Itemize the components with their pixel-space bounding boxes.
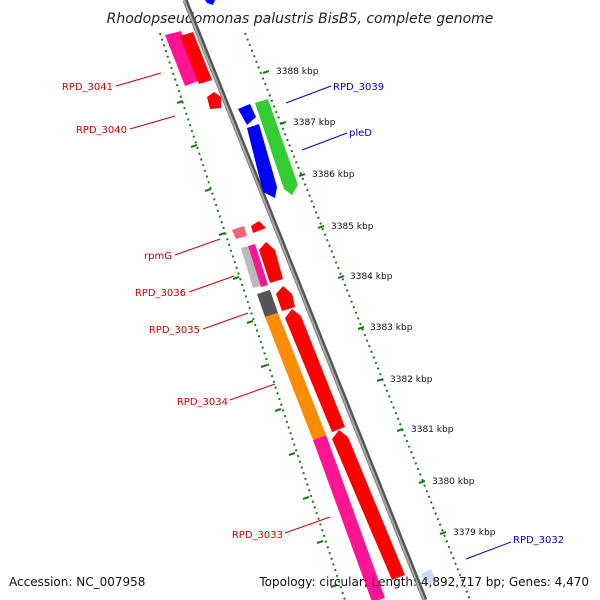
accession-text: Accession: NC_007958 <box>9 575 145 589</box>
tick-label: 3387 kbp <box>293 118 336 128</box>
gene-rpd3041-red[interactable] <box>180 32 212 84</box>
inner-tick <box>218 232 226 236</box>
gene-top-clipped[interactable] <box>205 0 215 5</box>
label-rpd3039: RPD_3039 <box>333 82 384 93</box>
backbone <box>182 0 428 600</box>
inner-tick <box>302 496 310 500</box>
leader-rpd3032 <box>465 541 512 560</box>
label-pled: pleD <box>349 128 372 139</box>
label-rpd3035: RPD_3035 <box>149 325 200 336</box>
inner-tick <box>176 100 184 104</box>
tick-label: 3379 kbp <box>453 528 496 538</box>
gene-rpd3034-red[interactable] <box>285 309 345 432</box>
tick-label: 3388 kbp <box>276 67 319 77</box>
gene-rpd3036-gray[interactable] <box>241 246 261 288</box>
inner-tick <box>330 584 338 588</box>
leader-rpd3036 <box>188 275 235 293</box>
gene-rpmg-red[interactable] <box>251 221 266 233</box>
kbp-tick <box>337 275 345 279</box>
leader-rpd3041 <box>115 72 162 87</box>
kbp-tick <box>357 326 365 330</box>
gene-rpd3041[interactable] <box>165 31 201 86</box>
inner-tick <box>288 452 296 456</box>
inner-ticks <box>176 100 338 588</box>
topology-text: Topology: circular; Length: 4,892,717 bp… <box>258 575 589 589</box>
kbp-tick <box>298 173 306 177</box>
tick-label: 3385 kbp <box>331 222 374 232</box>
gene-rpd3033-red[interactable] <box>332 430 405 580</box>
reverse-strand-genes <box>165 31 405 600</box>
gene-rpd3032[interactable] <box>421 569 436 586</box>
label-rpd3033: RPD_3033 <box>232 530 283 541</box>
kbp-tick <box>396 428 404 432</box>
leader-rpd3040 <box>129 115 176 130</box>
outer-ticks <box>262 70 447 535</box>
tick-label: 3383 kbp <box>370 323 413 333</box>
kbp-tick <box>279 121 287 125</box>
gene-rpd3033[interactable] <box>313 435 385 600</box>
inner-tick <box>232 276 240 280</box>
tick-label: 3386 kbp <box>312 170 355 180</box>
gene-rpd3036-red[interactable] <box>259 242 283 283</box>
map-title: Rhodopseudomonas palustris BisB5, comple… <box>107 11 494 27</box>
kbp-tick <box>376 378 384 382</box>
kbp-tick <box>418 480 426 484</box>
label-rpd3032: RPD_3032 <box>513 535 564 546</box>
backbone-highlight <box>183 0 425 600</box>
gene-rpd3035[interactable] <box>257 290 278 317</box>
label-rpd3034: RPD_3034 <box>177 397 228 408</box>
gene-pled[interactable] <box>247 124 277 198</box>
gene-rpd3034[interactable] <box>265 313 326 440</box>
inner-tick <box>316 540 324 544</box>
gene-rpd3036[interactable] <box>248 244 268 287</box>
inner-tick <box>190 144 198 148</box>
leader-rpd3033 <box>284 516 331 534</box>
gene-rpmg[interactable] <box>232 226 247 239</box>
tick-label: 3381 kbp <box>411 425 454 435</box>
forward-strand-genes <box>238 99 436 586</box>
gene-labels: RPD_3041 RPD_3040 RPD_3039 pleD rpmG RPD… <box>62 82 564 546</box>
label-rpd3036: RPD_3036 <box>135 288 186 299</box>
leader-lines <box>115 72 512 560</box>
gene-rpd3035-red[interactable] <box>276 286 295 311</box>
kbp-tick <box>262 70 270 74</box>
kbp-tick <box>439 531 447 535</box>
label-rpd3041: RPD_3041 <box>62 82 113 93</box>
leader-rpd3035 <box>202 312 249 330</box>
inner-tick <box>204 188 212 192</box>
label-rpd3040: RPD_3040 <box>76 125 127 136</box>
leader-rpd3034 <box>229 383 276 401</box>
kbp-tick <box>317 225 325 229</box>
leader-rpd3039 <box>285 85 332 104</box>
gene-pled-upper[interactable] <box>238 104 256 125</box>
tick-label: 3380 kbp <box>432 477 475 487</box>
tick-label: 3382 kbp <box>390 375 433 385</box>
tick-labels: 3388 kbp 3387 kbp 3386 kbp 3385 kbp 3384… <box>276 67 496 538</box>
gene-rpd3040[interactable] <box>207 92 221 109</box>
leader-rpmg <box>174 238 221 256</box>
label-rpmg: rpmG <box>144 251 172 262</box>
inner-tick <box>274 408 282 412</box>
inner-tick <box>246 320 254 324</box>
tick-label: 3384 kbp <box>350 272 393 282</box>
leader-pled <box>301 132 348 151</box>
inner-tick <box>260 364 268 368</box>
gene-rpd3039[interactable] <box>255 99 298 195</box>
